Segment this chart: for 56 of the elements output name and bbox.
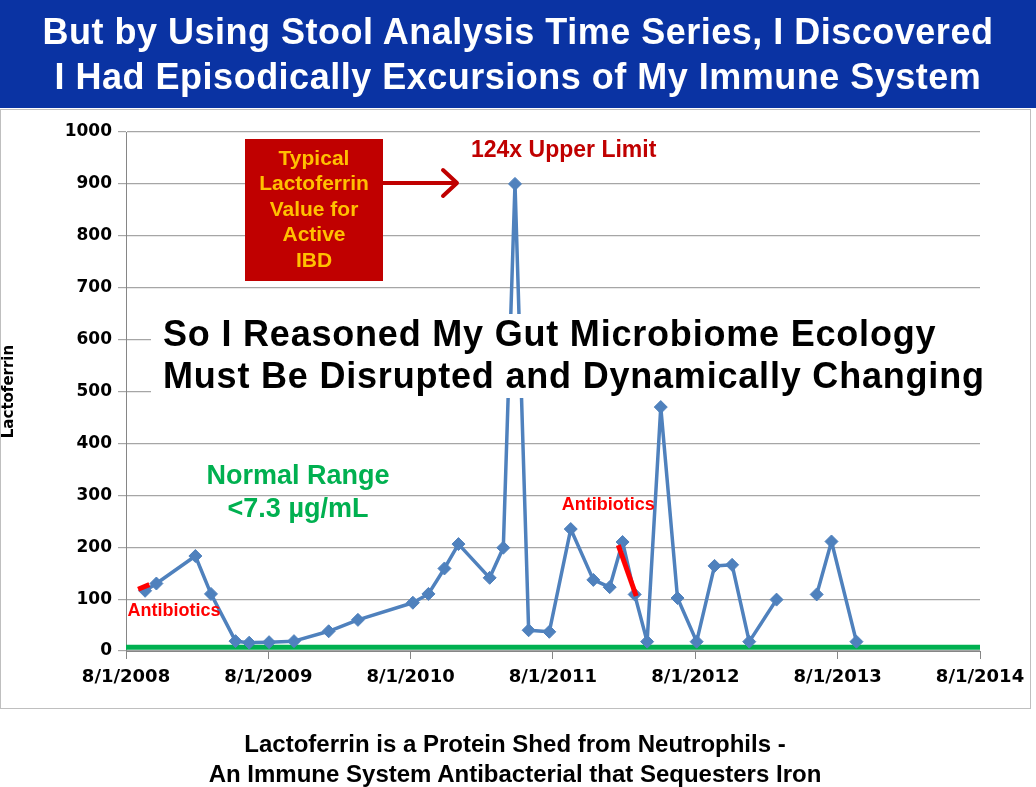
point [742, 634, 757, 649]
point [602, 580, 617, 595]
point [769, 592, 784, 607]
point [437, 561, 452, 576]
point [451, 537, 466, 552]
x-tick-label: 8/1/2011 [508, 665, 597, 687]
ref-line-label: Normal Range <7.3 µg/mL [206, 460, 390, 524]
x-tick-label: 8/1/2009 [224, 665, 313, 687]
y-tick-label: 400 [76, 431, 113, 452]
point [670, 591, 685, 606]
point [521, 623, 536, 638]
x-tick-label: 8/1/2012 [651, 665, 740, 687]
point [809, 587, 824, 602]
point [149, 576, 164, 591]
point [563, 522, 578, 537]
point [286, 634, 301, 649]
annotation: Antibiotics [561, 494, 655, 515]
text: Lactoferrin is a Protein Shed from Neutrophils - An Immune System Antibacterial that Sequesters Iron [208, 730, 822, 787]
y-tick-label: 1000 [64, 120, 113, 141]
annotation: Antibiotics [127, 600, 221, 621]
y-tick-label: 500 [76, 379, 113, 400]
y-tick-label: 100 [76, 587, 113, 608]
point [228, 634, 243, 649]
y-tick-label: 900 [76, 172, 113, 193]
point [689, 634, 704, 649]
point [542, 624, 557, 639]
point [405, 595, 420, 610]
point [707, 558, 722, 573]
y-tick-label: 600 [76, 328, 113, 349]
annotation: So I Reasoned My Gut Microbiome Ecology Must Be Disrupted and Dynamically Changing [163, 312, 985, 396]
point [203, 586, 218, 601]
x-tick-label: 8/1/2010 [366, 665, 455, 687]
point [849, 634, 864, 649]
point [242, 635, 257, 650]
x-tick-label: 8/1/2014 [935, 665, 1025, 687]
annotation: 124x Upper Limit [471, 136, 657, 163]
x-tick-label: 8/1/2008 [81, 665, 171, 687]
y-tick-label: 700 [76, 276, 113, 297]
y-axis-title: Lactoferrin [0, 344, 17, 439]
point [496, 540, 511, 555]
point [188, 549, 203, 564]
chart-title: But by Using Stool Analysis Time Series, I Discovered I Had Episodically Excursions of My Immune System [42, 10, 994, 99]
x-tick-label: 8/1/2013 [793, 665, 882, 687]
point [725, 557, 740, 572]
y-tick-label: 200 [76, 535, 113, 556]
point [321, 624, 336, 639]
y-tick-label: 800 [76, 224, 113, 245]
point [586, 572, 601, 587]
y-tick-label: 0 [100, 639, 113, 660]
annotation: Typical Lactoferrin Value for Active IBD [259, 145, 369, 271]
point [421, 586, 436, 601]
point [482, 570, 497, 585]
y-tick-label: 300 [76, 483, 113, 504]
point [350, 612, 365, 627]
point [262, 635, 277, 650]
point [508, 176, 522, 191]
